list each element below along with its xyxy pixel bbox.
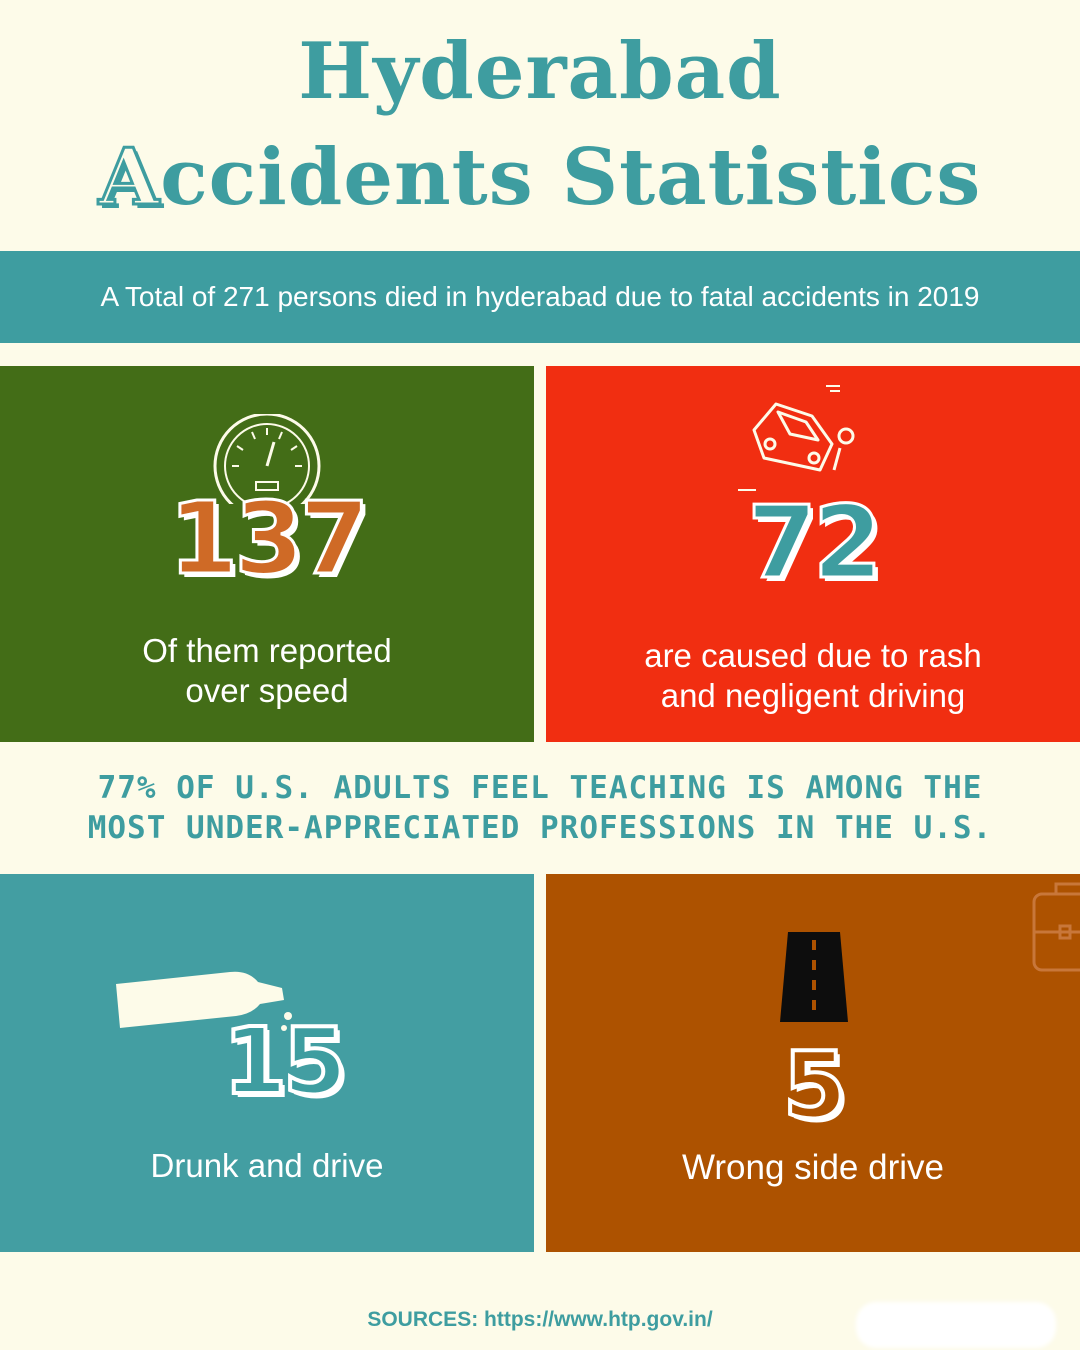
stat-number-wrong-side-drive: 5 [781, 1032, 849, 1139]
stat-description-line1: Of them reported [142, 632, 392, 669]
stat-description-rash-driving: are caused due to rash and negligent dri… [566, 636, 1060, 716]
bottle-icon [116, 971, 292, 1031]
stat-description-line1: are caused due to rash [644, 637, 982, 674]
crashed-car-icon [738, 385, 855, 491]
summary-banner: A Total of 271 persons died in hyderabad… [0, 251, 1080, 343]
sources-link[interactable]: SOURCES: https://www.htp.gov.in/ [367, 1308, 713, 1331]
stat-card-rash-driving: 72 are caused due to rash and negligent … [546, 366, 1080, 742]
stat-description-wrong-side-drive: Wrong side drive [682, 1148, 944, 1187]
road-icon [780, 932, 848, 1022]
stat-card-wrong-side-drive: 5 Wrong side drive [546, 874, 1080, 1252]
stat-card-drunk-drive: 15 Drunk and drive [0, 874, 534, 1252]
teaching-statistic-text: 77% of U.S. adults feel teaching is amon… [0, 768, 1080, 848]
stat-description-over-speed: Of them reported over speed [20, 631, 514, 711]
stat-number-rash-driving: 72 [746, 484, 884, 601]
stat-description-drunk-drive: Drunk and drive [150, 1147, 384, 1184]
teaching-statistic-line2: most under-appreciated professions in th… [87, 810, 993, 846]
stat-number-over-speed: 137 [167, 480, 371, 597]
summary-banner-text: A Total of 271 persons died in hyderabad… [100, 281, 980, 312]
stat-card-over-speed: 137 Of them reported over speed [0, 366, 534, 742]
title-line2-rest: ccidents Statistics [160, 132, 982, 223]
teaching-statistic-line1: 77% of U.S. adults feel teaching is amon… [97, 770, 983, 806]
briefcase-icon [1032, 882, 1080, 972]
stat-number-drunk-drive: 15 [221, 1008, 349, 1115]
page-title-line1: Hyderabad [298, 26, 782, 117]
stat-description-line2: and negligent driving [660, 677, 966, 714]
speedometer-icon [213, 414, 321, 504]
stat-description-line2: over speed [185, 672, 349, 709]
title-decorative-letter: A [97, 131, 161, 225]
page-title-line2: Accidents Statistics [0, 128, 1080, 228]
decorative-white-patch [856, 1302, 1056, 1348]
